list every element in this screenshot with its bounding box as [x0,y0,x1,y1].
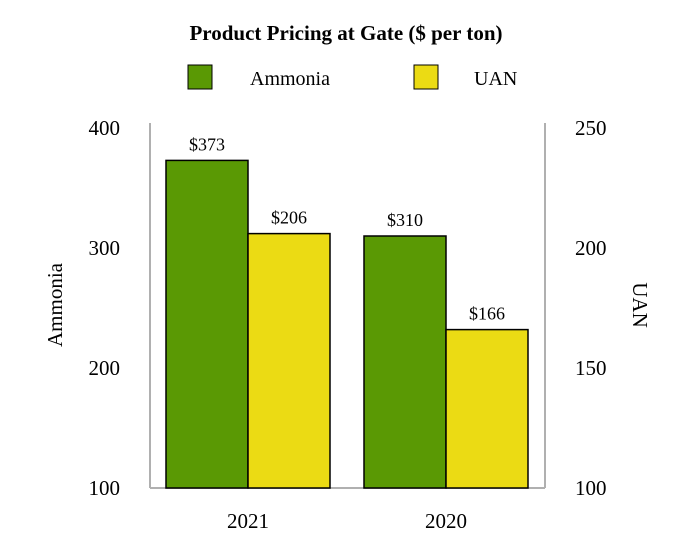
bar-uan-2021 [247,232,331,489]
y-right-tick-label: 150 [575,356,607,380]
legend-label-uan: UAN [474,68,517,90]
data-label-uan-2020: $166 [469,304,505,324]
data-label-uan-2021: $206 [271,208,307,228]
y-right-tick-label: 250 [575,116,607,140]
legend-swatch-uan [413,64,439,90]
data-labels: $373 $206 $310 $166 [189,134,505,323]
legend-swatch-ammonia [187,64,213,90]
data-label-ammonia-2020: $310 [387,210,423,230]
bar-ammonia-2020 [363,235,447,489]
y-right-tick-label: 200 [575,236,607,260]
x-category-labels: 2021 2020 [227,509,467,533]
data-label-ammonia-2021: $373 [189,134,225,154]
x-category-label: 2020 [425,509,467,533]
y-left-ticks: 100 200 300 400 [89,116,121,500]
y-left-tick-label: 300 [89,236,121,260]
x-category-label: 2021 [227,509,269,533]
bar-uan-2020 [445,328,529,489]
y-right-tick-label: 100 [575,476,607,500]
y-left-axis-title: Ammonia [43,262,67,347]
y-left-tick-label: 100 [89,476,121,500]
legend-label-ammonia: Ammonia [250,68,330,90]
legend: Ammonia UAN [187,64,517,90]
chart-title: Product Pricing at Gate ($ per ton) [189,21,502,45]
y-left-tick-label: 400 [89,116,121,140]
y-left-tick-label: 200 [89,356,121,380]
y-right-axis-title: UAN [628,282,652,328]
bars [165,159,529,489]
y-right-ticks: 100 150 200 250 [575,116,607,500]
bar-ammonia-2021 [165,159,249,489]
